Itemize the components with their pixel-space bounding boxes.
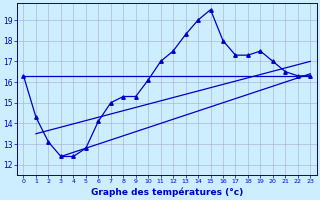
X-axis label: Graphe des températures (°c): Graphe des températures (°c) <box>91 187 243 197</box>
